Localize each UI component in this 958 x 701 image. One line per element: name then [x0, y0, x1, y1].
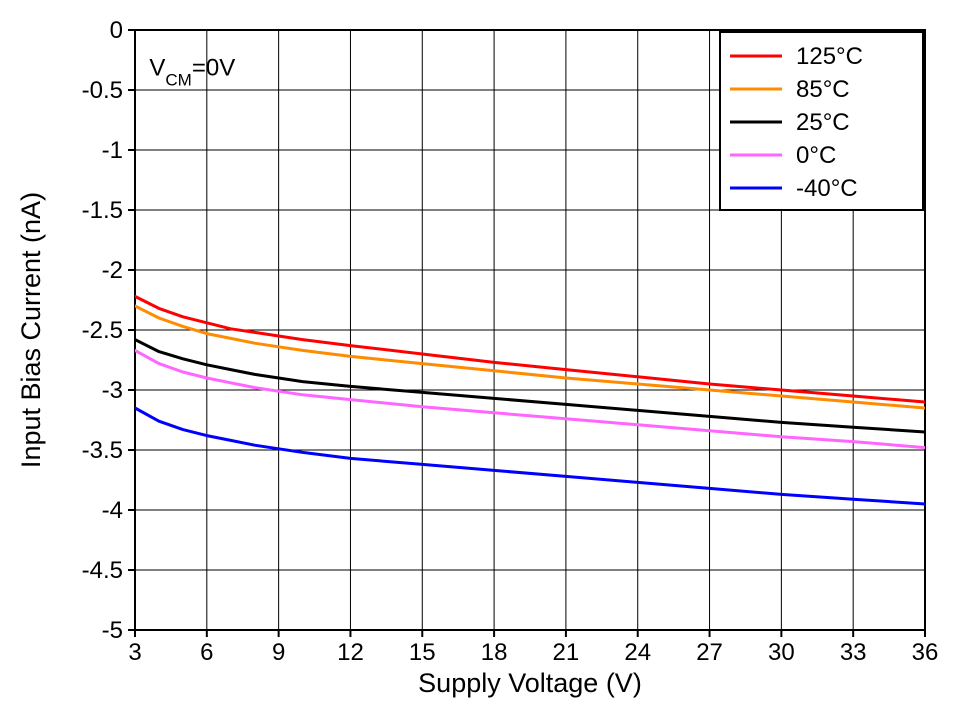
y-tick-label: -4	[102, 497, 123, 524]
legend-label: 85°C	[796, 76, 850, 103]
chart-container: 3691215182124273033360-0.5-1-1.5-2-2.5-3…	[0, 0, 958, 701]
y-tick-label: -4.5	[82, 557, 123, 584]
legend-label: 125°C	[796, 43, 863, 70]
x-tick-label: 12	[337, 639, 364, 666]
x-tick-label: 3	[128, 639, 141, 666]
x-tick-label: 36	[912, 639, 939, 666]
legend-label: -40°C	[796, 175, 858, 202]
y-tick-label: -5	[102, 617, 123, 644]
x-tick-label: 18	[481, 639, 508, 666]
y-tick-label: -0.5	[82, 77, 123, 104]
y-tick-label: -1	[102, 137, 123, 164]
y-tick-label: 0	[110, 17, 123, 44]
y-tick-label: -3.5	[82, 437, 123, 464]
y-tick-label: -1.5	[82, 197, 123, 224]
y-tick-label: -2.5	[82, 317, 123, 344]
x-tick-label: 21	[553, 639, 580, 666]
x-tick-label: 15	[409, 639, 436, 666]
legend-label: 0°C	[796, 142, 836, 169]
y-tick-label: -2	[102, 257, 123, 284]
x-axis-label: Supply Voltage (V)	[418, 668, 642, 698]
y-tick-label: -3	[102, 377, 123, 404]
x-tick-label: 6	[200, 639, 213, 666]
x-tick-label: 9	[272, 639, 285, 666]
x-tick-label: 33	[840, 639, 867, 666]
y-axis-label: Input Bias Current (nA)	[16, 192, 46, 468]
x-tick-label: 30	[768, 639, 795, 666]
line-chart: 3691215182124273033360-0.5-1-1.5-2-2.5-3…	[0, 0, 958, 701]
x-tick-label: 27	[696, 639, 723, 666]
legend-label: 25°C	[796, 109, 850, 136]
x-tick-label: 24	[624, 639, 651, 666]
legend: 125°C 85°C 25°C 0°C -40°C	[720, 32, 923, 210]
